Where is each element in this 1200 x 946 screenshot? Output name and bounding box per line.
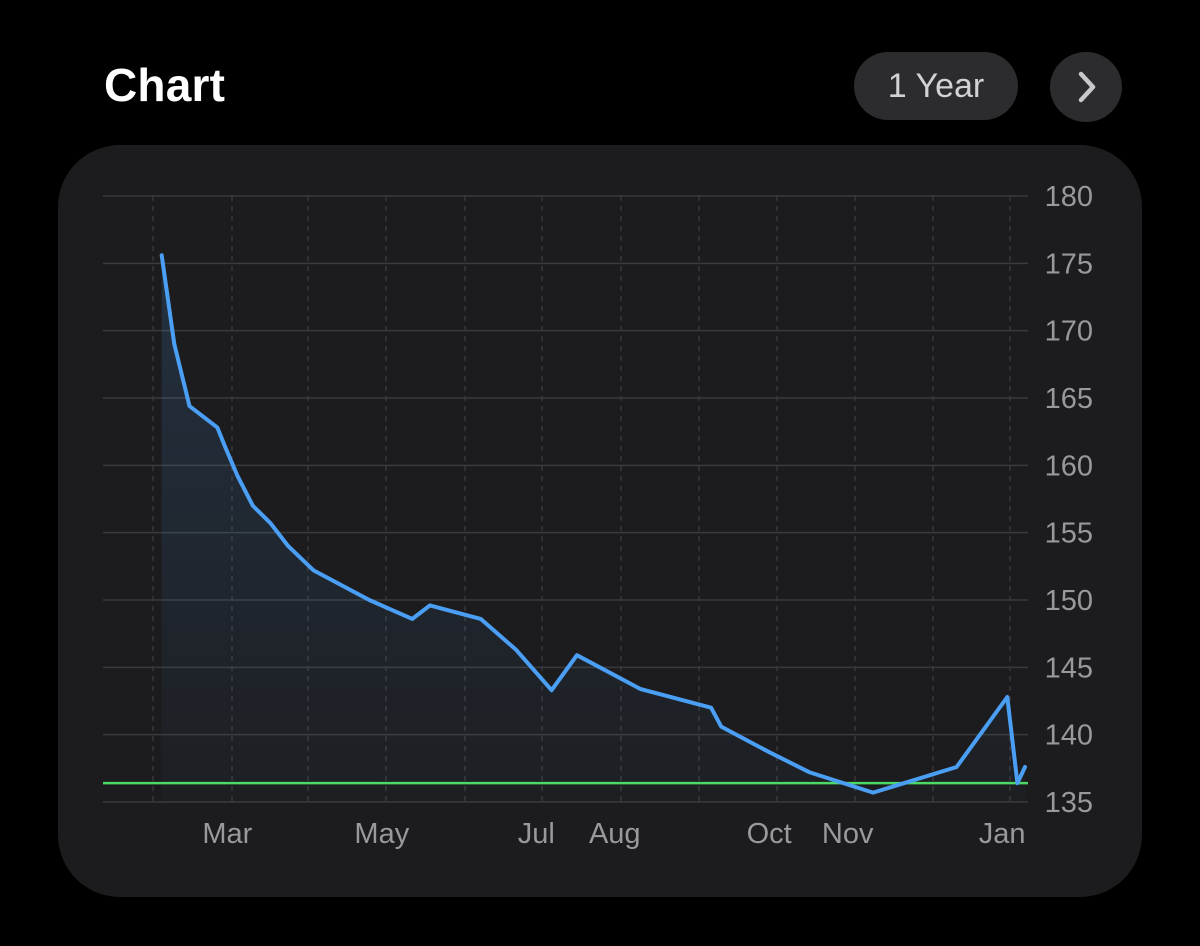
x-tick-label: Nov — [822, 818, 874, 850]
x-tick-label: Mar — [202, 818, 252, 850]
x-tick-label: May — [354, 818, 409, 850]
next-button[interactable] — [1050, 52, 1122, 122]
x-tick-label: Aug — [589, 818, 641, 850]
series-area — [161, 255, 1025, 803]
time-range-button[interactable]: 1 Year — [854, 52, 1018, 120]
x-tick-label: Jan — [979, 818, 1026, 850]
page-title: Chart — [104, 59, 226, 111]
y-tick-label: 175 — [1045, 248, 1093, 280]
y-tick-label: 180 — [1045, 181, 1093, 213]
x-tick-label: Jul — [518, 818, 555, 850]
y-tick-label: 150 — [1045, 585, 1093, 617]
y-tick-label: 145 — [1045, 652, 1093, 684]
chevron-right-icon — [1078, 71, 1096, 103]
y-tick-label: 155 — [1045, 518, 1093, 550]
y-tick-label: 170 — [1045, 316, 1093, 348]
y-tick-label: 165 — [1045, 383, 1093, 415]
line-chart: 135 140 145 150 155 160 165 170 175 180 Mar May Jul… — [103, 181, 1093, 850]
x-tick-label: Oct — [747, 818, 792, 850]
y-tick-label: 140 — [1045, 720, 1093, 752]
y-tick-label: 135 — [1045, 787, 1093, 819]
y-tick-label: 160 — [1045, 450, 1093, 482]
chart-card: 135 140 145 150 155 160 165 170 175 180 Mar May Jul… — [58, 145, 1142, 897]
series-line — [159, 253, 1027, 795]
